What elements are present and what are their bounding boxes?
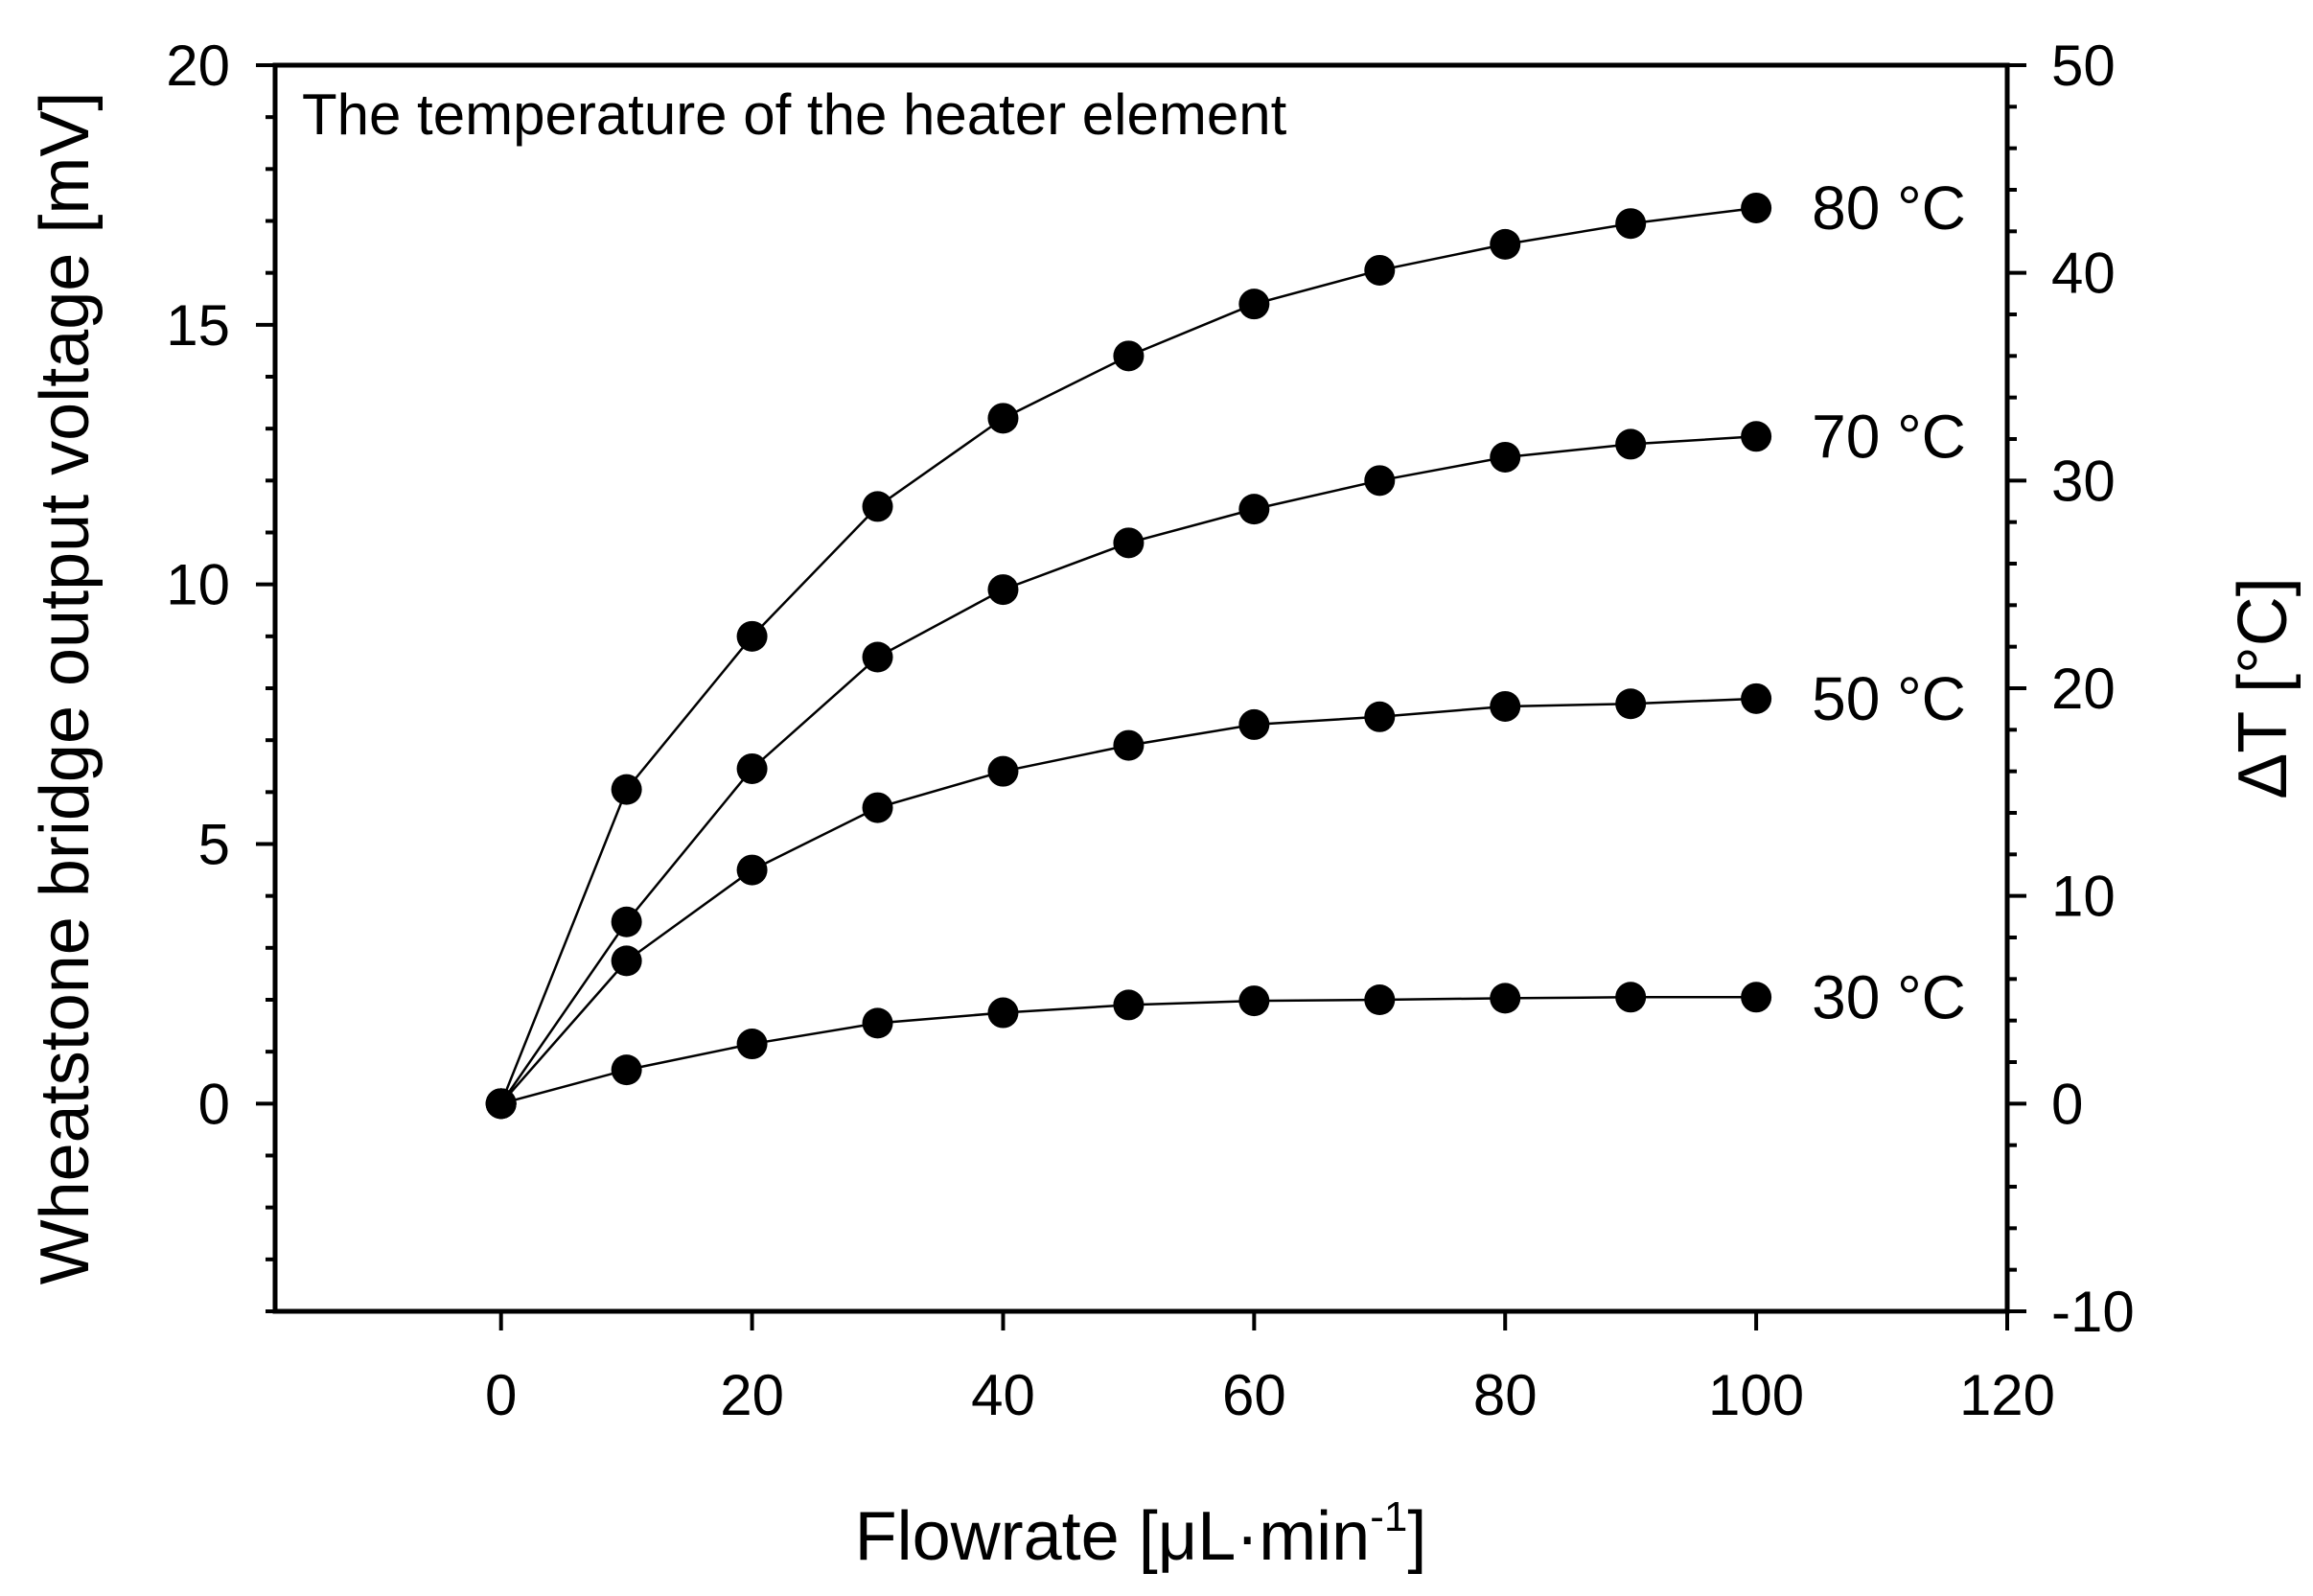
data-point [1238,985,1270,1017]
series-label: 50 °C [1812,664,1966,733]
data-point [736,752,768,784]
y2-tick-label: 20 [2051,657,2116,721]
data-point [611,945,642,977]
data-point [1364,701,1396,732]
data-point [611,774,642,805]
data-point [1490,690,1521,722]
x-axis-title-end: ] [1407,1498,1426,1575]
data-point [1238,289,1270,320]
x-axis-title-mu: μ [1158,1498,1197,1575]
y-tick-label: 20 [166,34,230,98]
data-point [1490,441,1521,473]
y2-tick-label: 50 [2051,34,2116,98]
y2-axis-title: ΔT [°C] [2225,577,2301,799]
data-point [987,574,1019,606]
data-point [611,1054,642,1086]
y2-tick-label: 30 [2051,449,2116,513]
data-point [1615,688,1647,720]
data-point [1364,465,1396,497]
y-tick-label: 10 [166,553,230,617]
data-point [1741,421,1772,452]
y2-tick-label: 10 [2051,865,2116,929]
series-label: 30 °C [1812,962,1966,1031]
axis-ticks: 0 20 40 60 80 100 120 0 5 10 15 20 -10 0 10 20 30 40 50 [166,34,2134,1427]
y-tick-label: 15 [166,293,230,358]
x-tick-label: 0 [485,1363,517,1427]
y-tick-label: 0 [198,1072,230,1136]
x-axis-title-superscript: -1 [1370,1493,1407,1540]
y2-tick-label: 40 [2051,242,2116,306]
data-point [987,997,1019,1029]
x-tick-label: 20 [720,1363,784,1427]
x-tick-label: 120 [1959,1363,2055,1427]
x-tick-label: 60 [1222,1363,1286,1427]
data-point [736,620,768,652]
x-axis-title-unit: L·min [1197,1498,1370,1575]
chart-annotation: The temperature of the heater element [302,82,1287,147]
data-point [1741,982,1772,1013]
data-point [862,491,893,522]
x-axis-title-main: Flowrate [ [855,1498,1158,1575]
x-axis-title: Flowrate [μL·min-1] [855,1493,1427,1575]
data-point [862,641,893,673]
data-point [1364,254,1396,286]
data-point [1364,984,1396,1015]
data-point [1615,982,1647,1013]
data-point [1615,208,1647,240]
data-point [1741,192,1772,223]
data-point [736,1029,768,1060]
y-tick-label: 5 [198,813,230,877]
data-point [611,906,642,937]
data-point [987,403,1019,434]
y2-tick-label: -10 [2051,1280,2135,1344]
series-labels: 80 °C 70 °C 50 °C 30 °C [1812,173,1966,1031]
data-point [485,1088,517,1120]
data-point [1238,494,1270,525]
data-point [1238,708,1270,740]
data-point [987,755,1019,787]
x-tick-label: 100 [1708,1363,1804,1427]
data-point [1113,729,1145,761]
y-axis-title: Wheatstone bridge output voltage [mV] [27,92,104,1285]
data-point [1741,682,1772,714]
series-label: 80 °C [1812,173,1966,243]
data-point [1490,228,1521,260]
x-tick-label: 80 [1473,1363,1538,1427]
data-point [1113,527,1145,559]
x-tick-label: 40 [971,1363,1035,1427]
data-point [862,792,893,823]
data-point [1113,340,1145,372]
series-points [485,192,1772,1120]
data-point [862,1007,893,1039]
data-point [1490,983,1521,1014]
data-point [1113,989,1145,1021]
data-point [736,854,768,886]
data-point [1615,428,1647,460]
y2-tick-label: 0 [2051,1072,2083,1136]
series-label: 70 °C [1812,402,1966,471]
